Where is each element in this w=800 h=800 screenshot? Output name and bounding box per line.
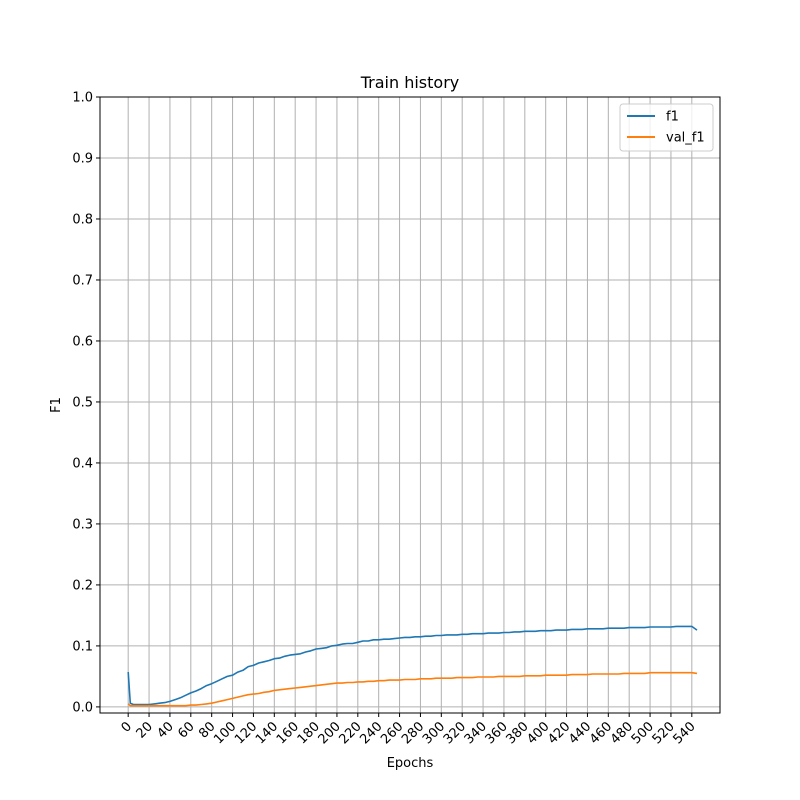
x-axis-label: Epochs — [387, 756, 434, 771]
plot-frame — [99, 96, 721, 714]
y-tick-label: 0.5 — [72, 395, 93, 410]
y-tick-label: 0.2 — [72, 578, 93, 593]
y-tick-label: 0.4 — [72, 456, 93, 471]
y-tick-label: 1.0 — [72, 91, 93, 106]
y-tick-label: 0.8 — [72, 212, 93, 227]
legend-label: val_f1 — [666, 131, 705, 146]
legend: f1 val_f1 — [619, 103, 714, 152]
grid — [100, 96, 720, 713]
series-line-f1 — [127, 625, 698, 706]
y-tick-label: 0.9 — [72, 151, 93, 166]
y-axis: 0.0 0.1 0.2 0.3 0.4 0.5 0.6 0.7 0.8 0.9 1.0 — [72, 91, 100, 715]
y-tick-label: 0.3 — [72, 517, 93, 532]
legend-label: f1 — [666, 110, 679, 125]
series-line-val-f1 — [127, 671, 698, 707]
chart-title: Train history — [360, 73, 460, 92]
y-tick-label: 0.6 — [72, 334, 93, 349]
y-tick-label: 0.0 — [72, 700, 93, 715]
y-tick-label: 0.7 — [72, 273, 93, 288]
y-tick-label: 0.1 — [72, 639, 93, 654]
series-layer — [127, 625, 698, 707]
y-axis-label: F1 — [49, 397, 64, 413]
